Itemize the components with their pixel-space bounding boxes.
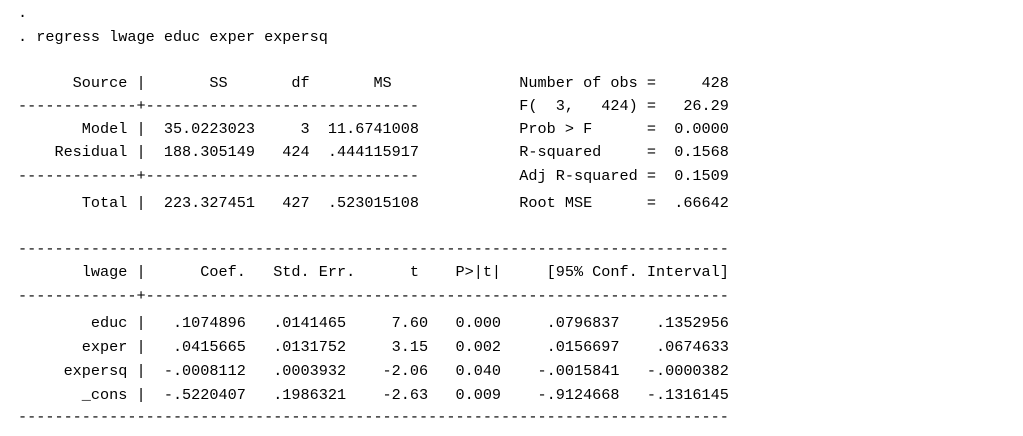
blank-line bbox=[18, 218, 1018, 236]
anova-row-model: Model | 35.0223023 3 11.6741008 Prob > F… bbox=[18, 120, 729, 138]
coef-row-cons: _cons | -.5220407 .1986321 -2.63 0.009 -… bbox=[18, 386, 729, 404]
anova-row-total: Total | 223.327451 427 .523015108 Root M… bbox=[18, 194, 729, 212]
coef-table-top-rule: ----------------------------------------… bbox=[18, 240, 729, 258]
anova-header-row: Source | SS df MS Number of obs = 428 bbox=[18, 74, 729, 92]
command-line: . regress lwage educ exper expersq bbox=[18, 28, 328, 46]
coef-table-separator: -------------+--------------------------… bbox=[18, 287, 729, 305]
coef-table-header: lwage | Coef. Std. Err. t P>|t| [95% Con… bbox=[18, 263, 729, 281]
coef-row-educ: educ | .1074896 .0141465 7.60 0.000 .079… bbox=[18, 314, 729, 332]
anova-separator: -------------+--------------------------… bbox=[18, 97, 729, 115]
blank-line bbox=[18, 52, 1018, 70]
prompt-dot: . bbox=[18, 4, 28, 22]
coef-table-bottom-rule: ----------------------------------------… bbox=[18, 408, 729, 426]
coef-row-expersq: expersq | -.0008112 .0003932 -2.06 0.040… bbox=[18, 362, 729, 380]
coef-row-exper: exper | .0415665 .0131752 3.15 0.002 .01… bbox=[18, 338, 729, 356]
anova-row-residual: Residual | 188.305149 424 .444115917 R-s… bbox=[18, 143, 729, 161]
anova-separator: -------------+--------------------------… bbox=[18, 167, 729, 185]
